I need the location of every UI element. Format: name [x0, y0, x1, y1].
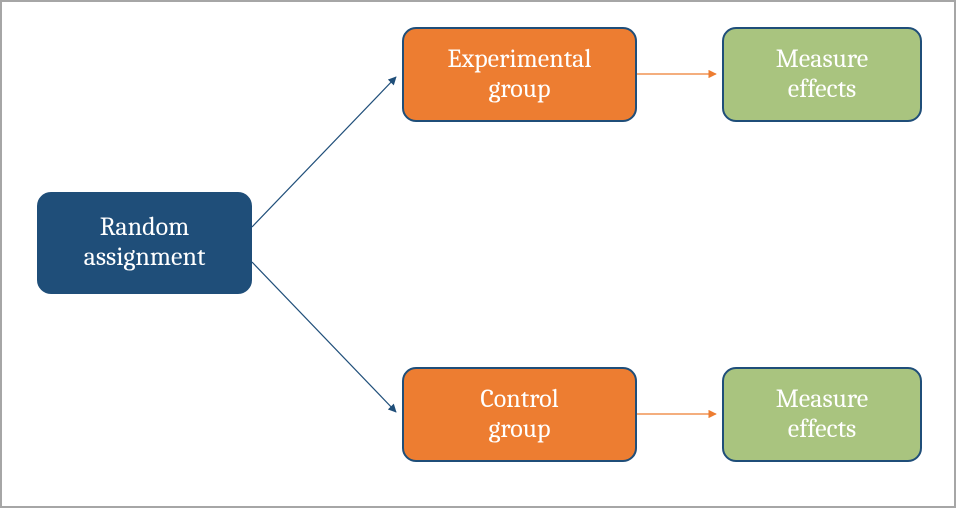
node-label-line1: Random — [100, 212, 190, 242]
node-label-line2: effects — [788, 414, 856, 444]
node-control-group: Control group — [402, 367, 637, 462]
diagram-frame: Random assignment Experimental group Con… — [0, 0, 956, 508]
node-random-assignment: Random assignment — [37, 192, 252, 294]
node-label-line2: group — [488, 74, 550, 104]
node-label-line1: Control — [480, 384, 558, 414]
node-label-line1: Measure — [776, 44, 869, 74]
node-measure-effects-top: Measure effects — [722, 27, 922, 122]
node-label-line2: effects — [788, 74, 856, 104]
node-label-line2: assignment — [84, 242, 206, 272]
node-experimental-group: Experimental group — [402, 27, 637, 122]
edge-arrow — [252, 77, 396, 227]
node-label-line1: Experimental — [448, 44, 592, 74]
node-measure-effects-bottom: Measure effects — [722, 367, 922, 462]
node-label-line1: Measure — [776, 384, 869, 414]
edge-arrow — [252, 262, 396, 412]
node-label-line2: group — [488, 414, 550, 444]
